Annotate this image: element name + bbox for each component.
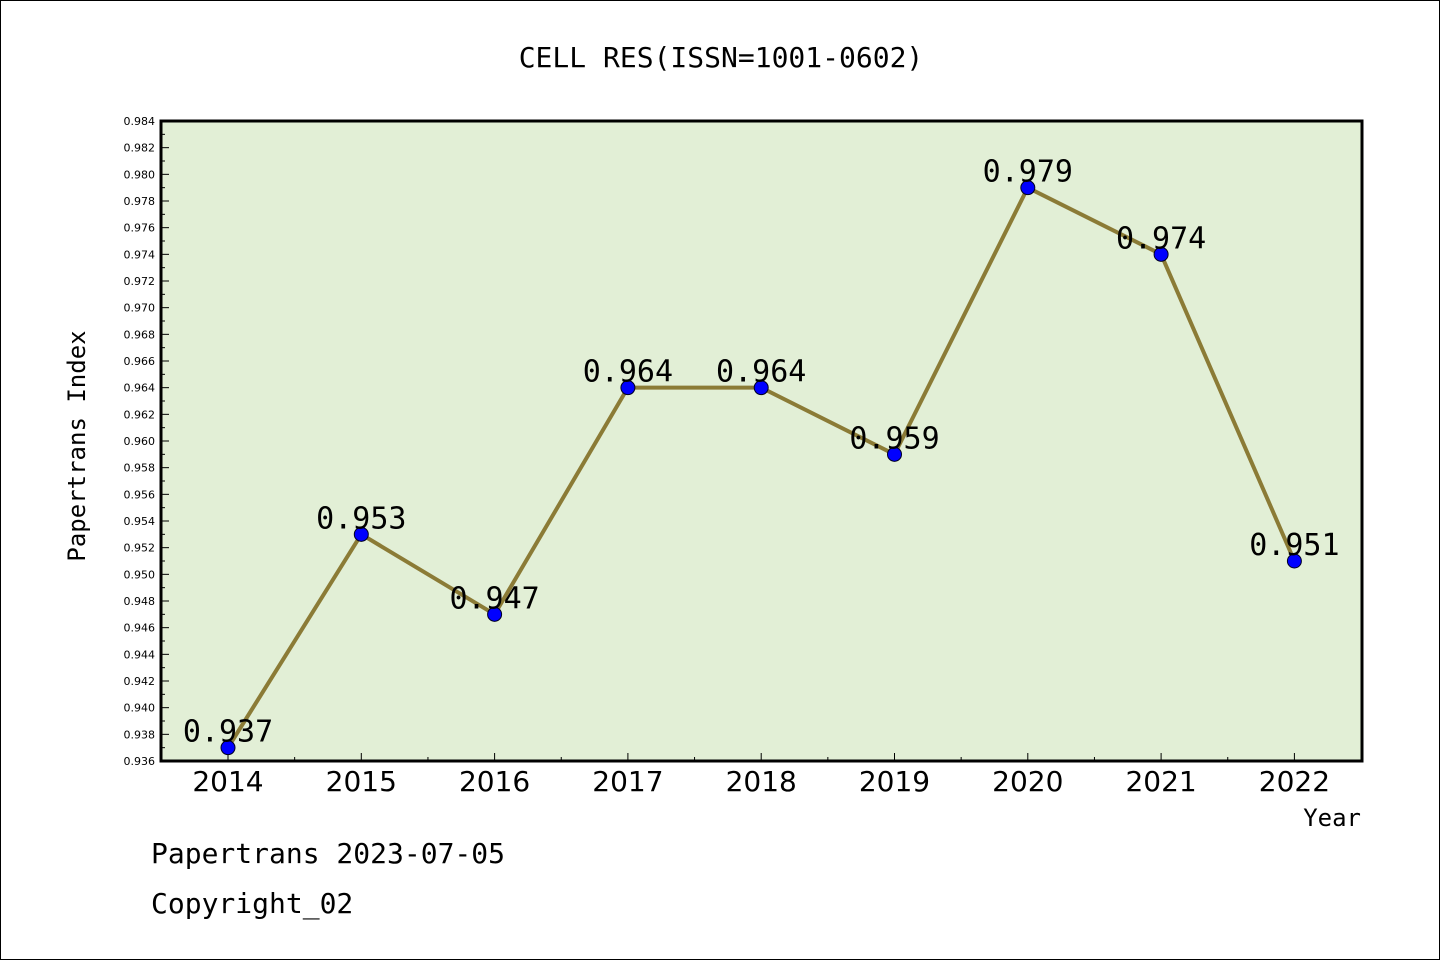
x-tick-label: 2022 bbox=[1259, 765, 1330, 798]
y-tick-label: 0.980 bbox=[124, 168, 156, 181]
y-tick-label: 0.940 bbox=[124, 702, 156, 715]
y-tick-label: 0.948 bbox=[124, 595, 156, 608]
data-point-marker bbox=[487, 606, 503, 622]
y-tick-label: 0.962 bbox=[124, 408, 156, 421]
data-label: 0.974 bbox=[1116, 221, 1206, 256]
y-tick-label: 0.958 bbox=[124, 462, 156, 475]
y-tick-label: 0.960 bbox=[124, 435, 156, 448]
data-labels: 0.937 0.953 0.947 0.964 0.964 0.959 0.979 0.974… bbox=[183, 155, 1340, 750]
y-tick-label: 0.982 bbox=[124, 142, 156, 155]
y-tick-label: 0.942 bbox=[124, 675, 156, 688]
footer-source: Papertrans 2023-07-05 bbox=[151, 837, 506, 870]
data-label: 0.947 bbox=[449, 581, 539, 616]
plot-area bbox=[159, 119, 1364, 763]
y-tick-label: 0.976 bbox=[124, 222, 156, 235]
y-tick-label: 0.938 bbox=[124, 728, 156, 741]
y-tick-label: 0.984 bbox=[124, 115, 156, 128]
x-axis-label: Year bbox=[1303, 804, 1361, 832]
y-tick-label: 0.970 bbox=[124, 302, 156, 315]
x-tick-label: 2018 bbox=[726, 765, 797, 798]
x-tick-label: 2014 bbox=[192, 765, 263, 798]
x-tick-label: 2020 bbox=[992, 765, 1063, 798]
y-axis: 0.936 0.938 0.940 0.942 0.944 0.946 0.948 0.950… bbox=[124, 115, 169, 768]
y-tick-label: 0.944 bbox=[124, 648, 156, 661]
data-point-marker bbox=[887, 446, 902, 462]
x-tick-label: 2017 bbox=[592, 765, 663, 798]
y-tick-label: 0.966 bbox=[124, 355, 156, 368]
data-point-marker bbox=[1020, 180, 1036, 196]
data-point-marker bbox=[620, 380, 636, 396]
data-label: 0.951 bbox=[1249, 528, 1339, 563]
y-tick-label: 0.956 bbox=[124, 488, 156, 501]
y-tick-label: 0.974 bbox=[124, 248, 156, 261]
data-point-marker bbox=[220, 740, 236, 756]
footer-copyright: Copyright_02 bbox=[151, 887, 354, 920]
x-tick-label: 2016 bbox=[459, 765, 530, 798]
data-point-marker bbox=[353, 526, 369, 542]
y-tick-label: 0.964 bbox=[124, 382, 156, 395]
x-tick-label: 2021 bbox=[1125, 765, 1196, 798]
series-markers bbox=[220, 180, 1302, 756]
y-tick-label: 0.936 bbox=[124, 755, 156, 768]
y-tick-label: 0.946 bbox=[124, 622, 156, 635]
y-tick-label: 0.978 bbox=[124, 195, 156, 208]
chart-title: CELL RES(ISSN=1001-0602) bbox=[519, 41, 924, 74]
data-label: 0.959 bbox=[849, 421, 939, 456]
data-label: 0.953 bbox=[316, 501, 406, 536]
data-label: 0.964 bbox=[583, 355, 673, 390]
data-point-marker bbox=[753, 380, 769, 396]
y-tick-label: 0.972 bbox=[124, 275, 156, 288]
data-label: 0.964 bbox=[716, 355, 806, 390]
data-point-marker bbox=[1153, 246, 1169, 262]
y-axis-label: Papertrans Index bbox=[63, 330, 91, 561]
data-label: 0.937 bbox=[183, 715, 273, 750]
data-point-marker bbox=[1286, 553, 1302, 569]
y-tick-label: 0.954 bbox=[124, 515, 156, 528]
data-label: 0.979 bbox=[983, 155, 1073, 190]
x-tick-label: 2015 bbox=[326, 765, 397, 798]
x-axis: 2014 2015 2016 2017 2018 2019 2020 2021 2022 bbox=[192, 753, 1330, 798]
y-tick-label: 0.968 bbox=[124, 328, 156, 341]
x-tick-label: 2019 bbox=[859, 765, 930, 798]
y-tick-label: 0.950 bbox=[124, 568, 156, 581]
y-tick-label: 0.952 bbox=[124, 542, 156, 555]
